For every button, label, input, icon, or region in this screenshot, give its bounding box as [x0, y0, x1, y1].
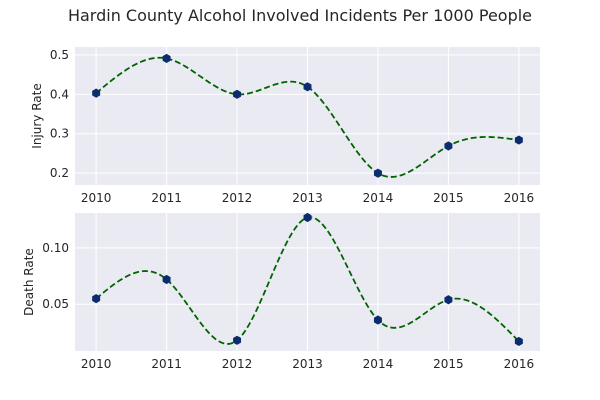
injury-rate-x-tick-label: 2016 [504, 191, 535, 205]
injury-rate-data-point [162, 53, 171, 64]
injury-rate-x-tick-label: 2012 [222, 191, 253, 205]
injury-rate-data-point [233, 89, 242, 99]
death-rate-data-point [233, 335, 242, 345]
injury-rate-y-axis-label: Injury Rate [30, 83, 44, 148]
death-rate-y-tick-label: 0.05 [42, 297, 69, 311]
death-rate-x-tick-label: 2011 [151, 357, 182, 371]
death-rate-markers [92, 212, 523, 347]
injury-rate-data-point [303, 82, 312, 92]
death-rate-x-ticks: 2010 2011 2012 2013 2014 2015 2016 [81, 357, 534, 371]
death-rate-grid [75, 213, 540, 351]
figure-title: Hardin County Alcohol Involved Incidents… [68, 6, 532, 25]
injury-rate-subplot: 2010 2011 2012 2013 2014 2015 2016 0.20.30.40.… [30, 47, 540, 205]
death-rate-y-axis-label: Death Rate [22, 248, 36, 316]
injury-rate-x-ticks: 2010 2011 2012 2013 2014 2015 2016 [81, 191, 534, 205]
death-rate-x-tick-label: 2013 [292, 357, 323, 371]
death-rate-x-tick-label: 2014 [363, 357, 394, 371]
injury-rate-x-tick-label: 2013 [292, 191, 323, 205]
injury-rate-x-tick-label: 2014 [363, 191, 394, 205]
injury-rate-x-tick-label: 2011 [151, 191, 182, 205]
injury-rate-y-tick-label: 0.2 [50, 166, 69, 180]
death-rate-data-point [92, 294, 101, 304]
injury-rate-y-tick-label: 0.4 [50, 87, 69, 101]
death-rate-x-tick-label: 2015 [433, 357, 464, 371]
death-rate-data-point [303, 212, 312, 223]
death-rate-x-tick-label: 2012 [222, 357, 253, 371]
injury-rate-data-point [373, 168, 382, 178]
injury-rate-y-tick-label: 0.5 [50, 48, 69, 62]
injury-rate-x-tick-label: 2010 [81, 191, 112, 205]
death-rate-data-point [444, 295, 453, 305]
death-rate-y-tick-label: 0.10 [42, 241, 69, 255]
injury-rate-data-point [514, 135, 523, 145]
death-rate-data-point [514, 336, 523, 347]
injury-rate-x-tick-label: 2015 [433, 191, 464, 205]
death-rate-data-point [162, 274, 171, 285]
death-rate-subplot: 2010 2011 2012 2013 2014 2015 2016 0.05 0.10 De… [22, 212, 540, 371]
injury-rate-data-point [92, 88, 101, 98]
injury-rate-y-ticks: 0.2 0.3 0.4 0.5 [50, 48, 69, 180]
death-rate-x-tick-label: 2010 [81, 357, 112, 371]
death-rate-y-ticks: 0.05 0.10 [42, 241, 69, 311]
death-rate-x-tick-label: 2016 [504, 357, 535, 371]
injury-rate-markers [92, 53, 523, 178]
injury-rate-data-point [444, 141, 453, 151]
injury-rate-y-tick-label: 0.3 [50, 127, 69, 141]
death-rate-data-point [373, 315, 382, 325]
injury-rate-grid [75, 47, 540, 185]
